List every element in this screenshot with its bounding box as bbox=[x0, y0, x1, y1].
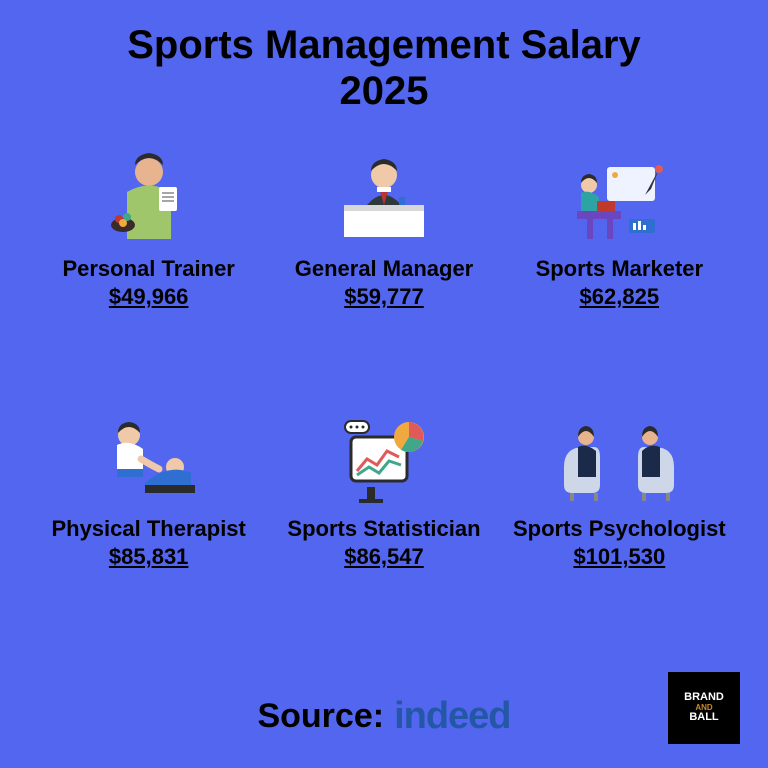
salary-value: $49,966 bbox=[109, 284, 189, 310]
source-row: Source: indeed bbox=[0, 695, 768, 738]
source-label: Source: bbox=[257, 697, 384, 736]
role-label: Sports Psychologist bbox=[513, 516, 726, 542]
page-title: Sports Management Salary 2025 bbox=[0, 0, 768, 114]
cell-general-manager: General Manager $59,777 bbox=[271, 134, 496, 384]
salary-value: $62,825 bbox=[580, 284, 660, 310]
sports-psychologist-icon bbox=[554, 402, 684, 512]
role-label: Sports Statistician bbox=[287, 516, 480, 542]
cell-sports-marketer: Sports Marketer $62,825 bbox=[507, 134, 732, 384]
physical-therapist-icon bbox=[89, 402, 209, 512]
cell-sports-psychologist: Sports Psychologist $101,530 bbox=[507, 394, 732, 644]
brand-badge: BRAND AND BALL bbox=[668, 672, 740, 744]
role-label: General Manager bbox=[295, 256, 474, 282]
role-label: Personal Trainer bbox=[62, 256, 234, 282]
salary-value: $101,530 bbox=[573, 544, 665, 570]
sports-statistician-icon bbox=[329, 402, 439, 512]
salary-value: $86,547 bbox=[344, 544, 424, 570]
title-line-2: 2025 bbox=[0, 68, 768, 114]
brand-line-2: BALL bbox=[689, 712, 718, 724]
cell-personal-trainer: Personal Trainer $49,966 bbox=[36, 134, 261, 384]
salary-value: $59,777 bbox=[344, 284, 424, 310]
general-manager-icon bbox=[329, 142, 439, 252]
salary-grid: Personal Trainer $49,966 General Manager… bbox=[0, 114, 768, 644]
personal-trainer-icon bbox=[99, 142, 199, 252]
cell-sports-statistician: Sports Statistician $86,547 bbox=[271, 394, 496, 644]
salary-value: $85,831 bbox=[109, 544, 189, 570]
cell-physical-therapist: Physical Therapist $85,831 bbox=[36, 394, 261, 644]
role-label: Physical Therapist bbox=[51, 516, 245, 542]
source-name: indeed bbox=[394, 695, 510, 738]
title-line-1: Sports Management Salary bbox=[0, 22, 768, 68]
role-label: Sports Marketer bbox=[536, 256, 704, 282]
sports-marketer-icon bbox=[559, 142, 679, 252]
